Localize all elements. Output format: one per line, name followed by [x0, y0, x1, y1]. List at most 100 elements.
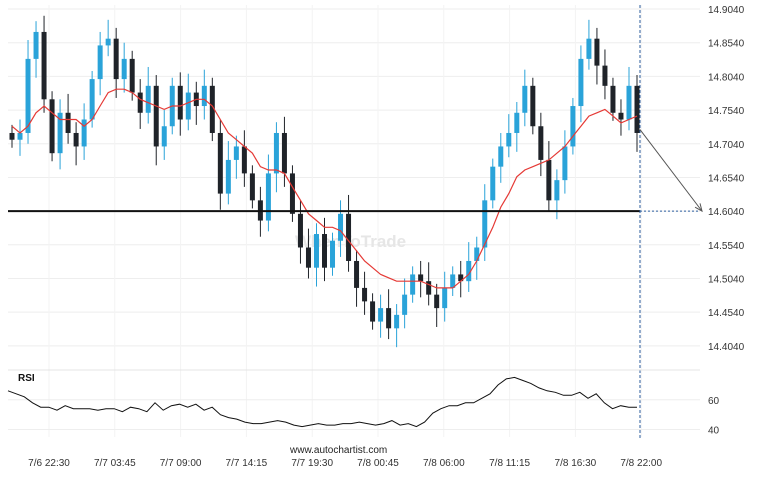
candle-body: [225, 159, 231, 194]
x-tick-label: 7/7 09:00: [160, 458, 202, 469]
candle-body: [362, 287, 368, 302]
candle-body: [137, 92, 143, 113]
candle-body: [402, 294, 408, 315]
candle-body: [121, 58, 127, 80]
candle-body: [546, 159, 552, 201]
candle-body: [265, 173, 271, 221]
candle-body: [65, 112, 71, 133]
candle-body: [626, 85, 632, 120]
candle-body: [458, 274, 464, 282]
candle-body: [482, 200, 488, 248]
candle-body: [233, 146, 239, 160]
candle-body: [442, 287, 448, 309]
candle-body: [498, 146, 504, 167]
candle-body: [305, 247, 311, 268]
rsi-panel: RSI 60 40: [7, 369, 720, 437]
moving-average: [11, 88, 638, 289]
y-tick-label: 14.4040: [708, 342, 745, 353]
candle-body: [177, 85, 183, 120]
candle-body: [346, 213, 352, 261]
y-tick-label: 14.7540: [708, 106, 745, 117]
candle-body: [426, 281, 432, 295]
candle-body: [297, 213, 303, 248]
candle-body: [378, 308, 384, 322]
candle-body: [281, 132, 287, 174]
candle-body: [490, 166, 496, 201]
candlesticks: [9, 15, 640, 348]
candle-body: [105, 38, 111, 46]
candle-body: [201, 85, 207, 107]
candle-body: [562, 146, 568, 181]
candle-body: [9, 132, 15, 140]
rsi-tick-label: 40: [708, 426, 720, 437]
y-tick-label: 14.4540: [708, 308, 745, 319]
candle-body: [217, 132, 223, 194]
x-tick-label: 7/7 14:15: [226, 458, 268, 469]
candle-body: [49, 99, 55, 154]
candle-body: [338, 213, 344, 241]
candle-body: [522, 85, 528, 113]
y-tick-label: 14.7040: [708, 140, 745, 151]
forecast-arrow-head: [694, 203, 703, 213]
candle-body: [25, 58, 31, 133]
candle-body: [241, 146, 247, 174]
x-axis: 7/6 22:30 7/7 03:45 7/7 09:00 7/7 14:15 7/7 …: [28, 458, 662, 469]
candle-body: [570, 106, 576, 147]
candle-body: [370, 301, 376, 322]
candle-body: [209, 85, 215, 133]
candle-body: [466, 260, 472, 282]
y-tick-label: 14.6040: [708, 207, 745, 218]
candle-body: [634, 85, 640, 133]
candle-body: [89, 79, 95, 120]
candle-body: [474, 247, 480, 261]
candle-body: [129, 58, 135, 93]
forecast: [639, 5, 703, 440]
candle-body: [394, 314, 400, 329]
candle-body: [418, 274, 424, 282]
candle-body: [594, 38, 600, 66]
y-axis: 14.9040 14.8540 14.8040 14.7540 14.7040 14.65…: [708, 5, 745, 353]
candle-body: [73, 132, 79, 147]
candle-body: [161, 126, 167, 147]
x-tick-label: 7/8 11:15: [489, 458, 530, 469]
main-gridlines: [8, 5, 700, 437]
x-tick-label: 7/7 19:30: [291, 458, 333, 469]
candle-body: [113, 38, 119, 80]
y-tick-label: 14.5540: [708, 241, 745, 252]
y-tick-label: 14.9040: [708, 5, 745, 16]
candle-body: [330, 240, 336, 268]
rsi-line: [7, 376, 637, 428]
candle-body: [17, 132, 23, 140]
candle-body: [97, 45, 103, 80]
candle-body: [538, 126, 544, 160]
candle-body: [354, 260, 360, 288]
candle-body: [554, 180, 560, 201]
y-tick-label: 14.8040: [708, 72, 745, 83]
candle-body: [410, 274, 416, 295]
candle-body: [506, 132, 512, 147]
y-tick-label: 14.5040: [708, 274, 745, 285]
candle-body: [313, 234, 319, 268]
candle-body: [81, 119, 87, 147]
candle-body: [153, 85, 159, 147]
candle-body: [185, 92, 191, 120]
rsi-tick-label: 60: [708, 396, 720, 407]
candle-body: [145, 85, 151, 113]
y-tick-label: 14.8540: [708, 39, 745, 50]
website-label: www.autochartist.com: [289, 445, 387, 456]
candle-body: [618, 112, 624, 120]
candle-body: [273, 132, 279, 174]
candle-body: [578, 58, 584, 107]
candle-body: [289, 173, 295, 214]
candle-body: [602, 65, 608, 86]
candle-body: [514, 112, 520, 133]
candle-body: [249, 173, 255, 201]
x-tick-label: 7/8 22:00: [620, 458, 662, 469]
candle-body: [41, 31, 47, 100]
rsi-label: RSI: [18, 373, 35, 384]
candle-body: [33, 31, 39, 59]
x-tick-label: 7/8 16:30: [555, 458, 597, 469]
candle-body: [530, 85, 536, 127]
